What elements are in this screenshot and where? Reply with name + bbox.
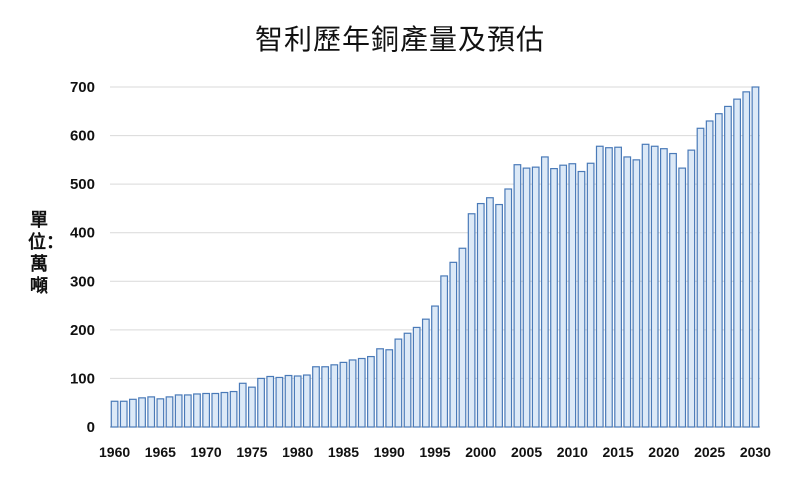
bar-2027 <box>724 105 732 428</box>
bar-1982 <box>312 366 320 428</box>
bar-1991 <box>394 338 403 428</box>
bar-2030 <box>751 86 760 428</box>
bar-2023 <box>687 149 696 428</box>
x-tick-label: 2015 <box>603 444 634 460</box>
bar-2020 <box>659 148 668 428</box>
bar-1999 <box>467 213 476 428</box>
bar-2025 <box>705 120 714 428</box>
x-tick-label: 2000 <box>465 444 496 460</box>
bar-1962 <box>128 398 137 428</box>
bar-2018 <box>641 143 650 428</box>
bar-2024 <box>696 127 705 428</box>
bar-1974 <box>238 382 247 428</box>
bar-1980 <box>293 375 302 428</box>
axes: 0 100 200 300 400 500 600 700 1960 1965 1970 1975 19… <box>70 79 771 460</box>
bar-2029 <box>742 91 751 428</box>
x-tick-label: 2010 <box>557 444 588 460</box>
y-tick-label: 400 <box>70 225 95 242</box>
bar-2008 <box>550 168 558 428</box>
y-tick-label: 500 <box>70 176 95 193</box>
bar-1985 <box>339 361 348 428</box>
bar-2021 <box>669 152 677 428</box>
y-tick-label: 100 <box>70 370 95 387</box>
bar-1994 <box>421 318 430 428</box>
bar-1989 <box>376 348 384 428</box>
x-tick-label: 2030 <box>740 444 771 460</box>
bar-2026 <box>714 113 723 428</box>
x-tick-label: 1995 <box>419 444 450 460</box>
bar-2012 <box>586 162 595 428</box>
bar-2007 <box>540 156 549 428</box>
bar-1986 <box>348 359 357 428</box>
bar-1998 <box>458 247 467 428</box>
bar-2011 <box>577 170 586 428</box>
x-tick-label: 1985 <box>328 444 359 460</box>
chart-title: 智利歷年銅產量及預估 <box>254 23 545 56</box>
y-tick-label: 0 <box>87 419 95 436</box>
x-tick-label: 2005 <box>511 444 542 460</box>
x-tick-label: 2020 <box>648 444 679 460</box>
bar-1990 <box>385 349 394 428</box>
bar-1965 <box>156 398 165 428</box>
x-tick-label: 1960 <box>99 444 130 460</box>
bar-1963 <box>138 397 146 428</box>
bar-2001 <box>486 197 494 428</box>
bar-2022 <box>678 167 687 428</box>
bar-2013 <box>595 145 604 428</box>
bar-1961 <box>119 400 128 428</box>
y-tick-label: 300 <box>70 273 95 290</box>
bar-2028 <box>733 98 742 428</box>
bar-1968 <box>183 394 192 428</box>
bar-1975 <box>248 386 256 428</box>
bar-2016 <box>623 156 632 428</box>
bar-1977 <box>266 375 275 428</box>
x-tick-label: 2025 <box>694 444 725 460</box>
bar-2003 <box>504 188 513 428</box>
bar-2014 <box>605 147 613 428</box>
bar-1976 <box>257 377 265 428</box>
bar-1993 <box>412 326 421 428</box>
bar-1969 <box>193 393 201 428</box>
x-tick-label: 1970 <box>191 444 222 460</box>
bar-2004 <box>513 164 522 428</box>
y-tick-label: 600 <box>70 128 95 145</box>
y-tick-label: 200 <box>70 322 95 339</box>
bars <box>110 86 760 428</box>
bar-2009 <box>559 164 568 428</box>
bar-2002 <box>495 203 503 428</box>
bar-1967 <box>174 394 183 428</box>
bar-1992 <box>403 332 412 428</box>
bar-1984 <box>330 364 339 428</box>
x-tick-label: 1990 <box>374 444 405 460</box>
bar-1970 <box>202 392 211 428</box>
x-tick-label: 1980 <box>282 444 313 460</box>
bar-1997 <box>449 261 458 428</box>
bar-2010 <box>568 163 577 428</box>
bar-1981 <box>302 374 311 428</box>
bar-1995 <box>431 305 439 428</box>
y-tick-label: 700 <box>70 79 95 96</box>
bar-2017 <box>632 159 641 428</box>
bar-1979 <box>284 374 293 428</box>
bar-2015 <box>614 146 622 428</box>
bar-2019 <box>650 145 659 428</box>
bar-1996 <box>440 275 449 428</box>
bar-1964 <box>147 396 156 428</box>
bar-1988 <box>367 355 375 428</box>
bar-1966 <box>165 396 174 428</box>
bar-1987 <box>357 357 366 428</box>
bar-1972 <box>220 391 229 428</box>
bar-1960 <box>110 400 119 428</box>
bar-1978 <box>275 376 284 428</box>
bar-1983 <box>321 366 330 428</box>
bar-1973 <box>229 390 238 428</box>
bar-2000 <box>476 202 485 428</box>
bar-1971 <box>211 392 220 428</box>
x-tick-label: 1975 <box>236 444 267 460</box>
bar-2005 <box>522 167 531 428</box>
x-tick-label: 1965 <box>145 444 176 460</box>
bar-2006 <box>531 166 540 428</box>
